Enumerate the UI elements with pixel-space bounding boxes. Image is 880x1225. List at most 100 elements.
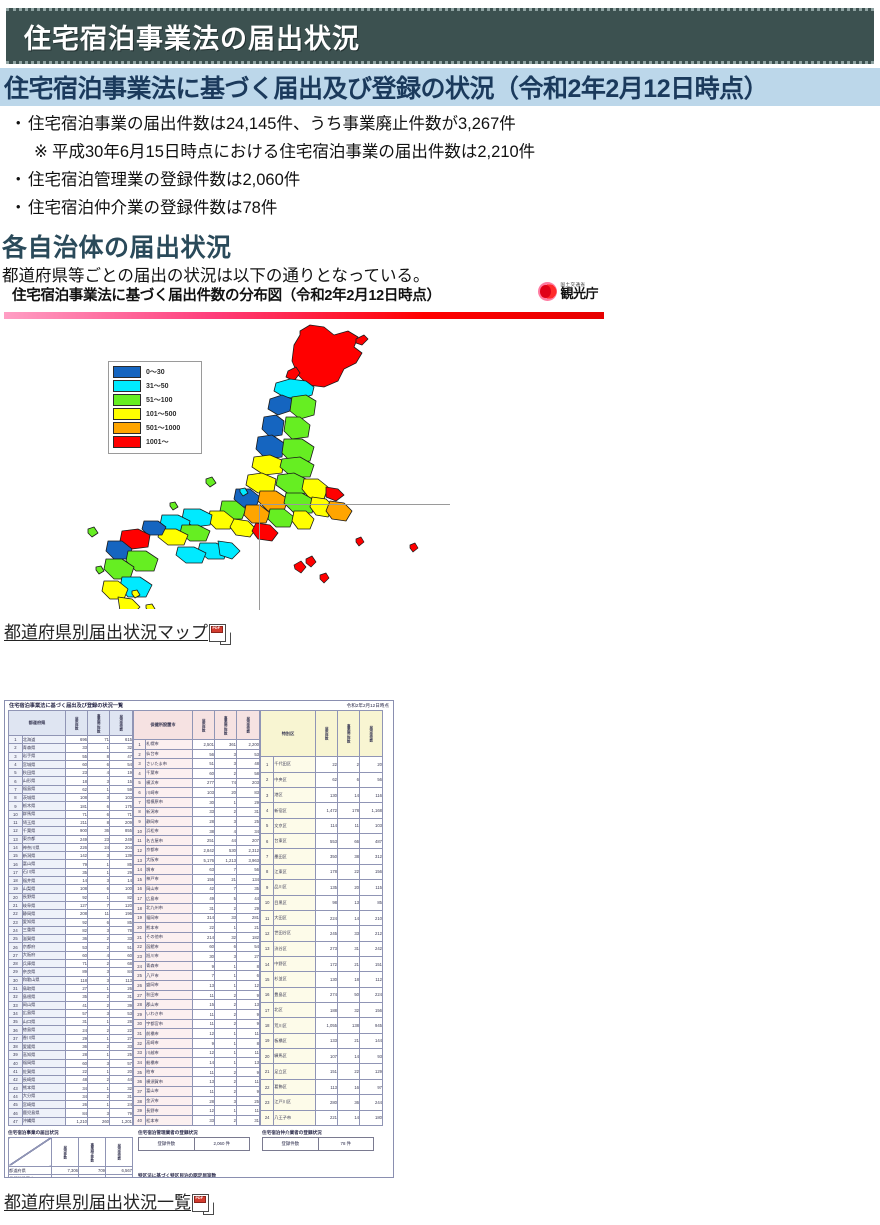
pdf-icon[interactable] (192, 1194, 214, 1215)
table-header-row: 特別区 届出件数 事業廃止件数 届出住宅数 (260, 709, 383, 758)
table-cell: 15 (192, 999, 215, 1010)
table-cell: 224 (315, 909, 338, 927)
table-cell: 島根県 (21, 992, 67, 1002)
table-cell: 1 (87, 983, 110, 994)
table-cell: 7 (259, 848, 275, 865)
bullet-item: ・住宅宿泊事業の届出件数は24,145件、うち事業廃止件数が3,267件 (0, 110, 880, 138)
table-cell: 35 (132, 1066, 147, 1078)
table-cell: 愛知県 (21, 917, 67, 927)
table-row: 18 荒川区 1,055 138 945 (259, 1017, 383, 1034)
table-row: 18 北九州市 31 2 29 (132, 902, 260, 914)
table-row: 12 千葉県 900 36 855 (8, 826, 133, 836)
legend-label-4: 501〜1000 (146, 425, 181, 432)
table-cell: 大田区 (273, 909, 316, 927)
status-list-thumbnail[interactable]: 住宅宿泊事業法に基づく届出及び登録の状況一覧 令和2年2月12日時点 都道府県 … (4, 700, 394, 1178)
table-cell: 岡山市 (145, 883, 193, 895)
table-cell: 足立区 (273, 1063, 316, 1080)
table-cell: 1 (87, 1017, 110, 1027)
table-row: 36 徳島県 24 2 22 (8, 1025, 133, 1035)
table-cell: 142 (65, 851, 88, 861)
table-cell: 11 (236, 1047, 260, 1059)
table-cell: 前橋市 (145, 1028, 193, 1039)
table-cell: 13 (8, 834, 23, 844)
note-text: 平成30年6月15日時点における住宅宿泊事業の届出件数は2,210件 (52, 143, 536, 161)
table-cell: 38 (192, 825, 215, 837)
agency-ministry-label: 国土交通省 (560, 281, 586, 287)
table-cell: 28 (192, 1095, 215, 1107)
table-cell: 15 (132, 874, 147, 885)
table-cell: 29 (236, 796, 260, 808)
table-cell: 26 (132, 980, 147, 991)
table-row: 10 目黒区 98 13 85 (259, 894, 383, 911)
map-pdf-link-label[interactable]: 都道府県別届出状況マップ (4, 623, 208, 642)
table-cell: 208 (65, 909, 88, 919)
table-cell: 249 (65, 834, 88, 844)
table-cell: 12 (192, 1105, 215, 1117)
table-cell: 20 (359, 756, 383, 773)
japan-choropleth-map: 0〜30 31〜50 51〜100 101〜500 501〜1000 1001〜 (4, 319, 604, 610)
table-cell: 8 (8, 793, 23, 803)
table-cell: 14 (132, 864, 147, 876)
table-cell: 13 (337, 894, 360, 911)
bullet-note: ※ 平成30年6月15日時点における住宅宿泊事業の届出件数は2,210件 (0, 138, 880, 166)
table-row: 16 豊島区 274 50 224 (259, 986, 383, 1004)
table-cell: 97 (359, 1078, 383, 1096)
table-row: 3 港区 130 14 116 (259, 786, 383, 804)
table-cell: 7 (8, 784, 23, 795)
map-pdf-link[interactable]: 都道府県別届出状況マップ (4, 618, 231, 645)
table-cell: 6 (87, 884, 110, 894)
table-cell: 11 (192, 1009, 215, 1020)
table-cell: 1 (87, 1066, 110, 1077)
table-cell: 6 (214, 941, 237, 953)
table-header-row: 都道府県 届出件数 事業廃止件数 届出住宅数 (8, 710, 133, 736)
table-cell: 福島県 (21, 784, 67, 795)
table-cell: 14 (65, 876, 88, 886)
table-cell: 5 (259, 817, 275, 835)
table-cell: 22 (65, 1066, 88, 1077)
table-cell: 2 (87, 1041, 110, 1052)
table-cell: 和歌山県 (21, 975, 67, 985)
table-row: 1 北海道 696 71 615 (8, 734, 133, 745)
table-cell: 荒川区 (273, 1017, 316, 1034)
table-cell: 新潟県 (21, 851, 67, 861)
table-row: 34 船橋市 14 1 13 (132, 1057, 260, 1068)
table-cell: 5,176 (192, 854, 215, 866)
table-cell: 36 (132, 1076, 147, 1088)
table-cell: 39 (8, 1050, 23, 1060)
table-cell: 487 (359, 833, 383, 850)
pdf-icon[interactable] (209, 624, 231, 645)
table-row: 19 山梨県 108 6 100 (8, 884, 133, 894)
table-cell: 188 (315, 1002, 338, 1019)
table-row: 23 愛知県 92 6 85 (8, 917, 133, 927)
table-cell: 11 (259, 909, 275, 927)
table-cell: 60 (192, 941, 215, 953)
table-row: 11 埼玉県 211 8 209 (8, 817, 133, 828)
table-cell: 14 (337, 1048, 360, 1065)
table-cell: 20 (337, 879, 360, 896)
list-pdf-link-label[interactable]: 都道府県別届出状況一覧 (4, 1193, 191, 1212)
table-cell: 144 (359, 1032, 383, 1050)
table-row: 5 横浜市 277 74 203 (132, 777, 260, 789)
table-cell: 1 (214, 1057, 237, 1068)
table-cell: 10 (259, 894, 275, 911)
table-cell: 74 (214, 777, 237, 789)
table-cell: 24 (109, 1100, 133, 1110)
table-cell: 31 (132, 1028, 147, 1039)
table-cell: 7 (87, 900, 110, 911)
table-cell: 大分県 (21, 1091, 67, 1102)
table-cell: 6 (259, 833, 275, 850)
table-cell: 103 (359, 817, 383, 835)
table-cell: 48 (236, 758, 260, 769)
table-cell: 7 (192, 970, 215, 982)
table-cell: 長野県 (21, 892, 67, 902)
list-pdf-link[interactable]: 都道府県別届出状況一覧 (4, 1188, 214, 1215)
table-row: 32 島根県 35 2 31 (8, 992, 133, 1002)
table-cell: 21 (337, 955, 360, 973)
table-cell: 柏市 (145, 1066, 193, 1078)
table-cell: 栃木県 (21, 801, 67, 811)
table-row: 22 函館市 60 6 54 (132, 941, 260, 953)
table-cell: 山梨県 (21, 884, 67, 894)
legend-swatch-2 (113, 394, 141, 406)
table-cell: 118 (65, 975, 88, 985)
table-cell: 札幌市 (145, 739, 193, 750)
